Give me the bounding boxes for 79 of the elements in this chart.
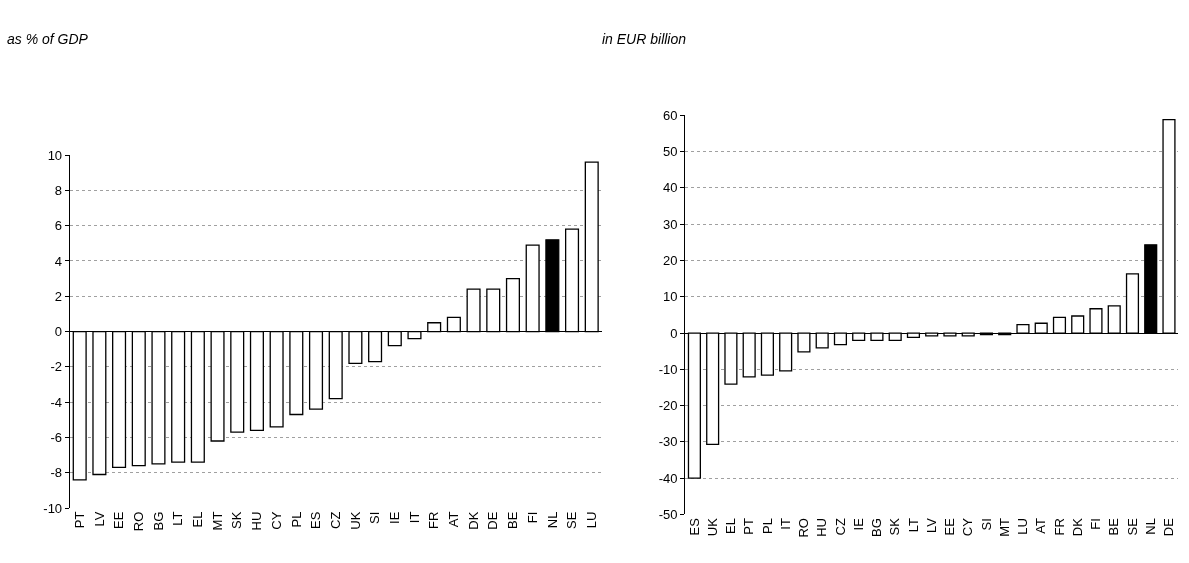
x-tick-label: SK — [229, 511, 245, 529]
x-tick-label: LU — [583, 511, 599, 529]
x-tick-label: BG — [150, 511, 166, 531]
y-tick-label: 60 — [663, 107, 678, 123]
x-tick-label: LU — [1015, 518, 1031, 535]
x-tick-label: PT — [71, 511, 87, 529]
y-tick-label: -40 — [658, 470, 678, 486]
x-tick-label: ES — [686, 517, 702, 536]
x-tick-label: EL — [190, 511, 206, 528]
x-tick-label: IT — [406, 511, 422, 524]
y-tick-label: 30 — [663, 216, 678, 232]
x-tick-label: FI — [524, 511, 540, 524]
y-tick-label: -50 — [658, 507, 678, 523]
x-tick-label: LT — [170, 511, 186, 526]
chart-title: in EUR billion — [602, 31, 687, 47]
y-tick-label: 20 — [663, 253, 678, 269]
y-tick-label: 40 — [663, 180, 678, 196]
y-tick-label: -4 — [50, 394, 63, 410]
x-tick-label: CZ — [832, 518, 848, 536]
y-tick-label: -30 — [658, 434, 678, 450]
x-tick-label: SE — [564, 511, 580, 529]
y-tick-label: 50 — [663, 144, 678, 160]
x-tick-label: BE — [1106, 517, 1122, 536]
y-tick-label: 0 — [670, 325, 678, 341]
x-tick-label: AT — [1033, 518, 1049, 534]
x-tick-label: IE — [387, 511, 403, 524]
x-tick-label: CZ — [327, 511, 343, 529]
x-tick-label: EE — [111, 511, 127, 529]
x-tick-label: DE — [1161, 517, 1177, 537]
x-tick-label: UK — [347, 511, 363, 530]
x-tick-label: FR — [426, 511, 442, 529]
x-tick-label: HU — [814, 518, 830, 537]
x-tick-label: LT — [905, 518, 921, 533]
x-tick-label: AT — [446, 511, 462, 528]
x-tick-label: PL — [759, 518, 775, 534]
y-tick-label: -6 — [50, 430, 63, 445]
x-tick-label: UK — [704, 517, 720, 537]
x-tick-label: EE — [942, 517, 958, 536]
x-tick-label: SE — [1124, 517, 1140, 536]
x-tick-label: HU — [249, 511, 265, 531]
y-tick-label: 8 — [54, 182, 63, 198]
x-tick-label: NL — [1142, 518, 1158, 535]
x-tick-label: SI — [367, 511, 383, 524]
x-tick-label: MT — [996, 518, 1012, 537]
x-tick-label: SI — [978, 518, 994, 531]
y-tick-label: 10 — [47, 147, 63, 163]
x-tick-label: LV — [91, 511, 107, 527]
x-tick-label: IE — [850, 517, 866, 531]
x-tick-label: IT — [777, 518, 793, 530]
x-tick-label: LV — [923, 517, 939, 534]
x-tick-label: MT — [209, 511, 225, 531]
x-tick-label: RO — [796, 518, 812, 538]
x-tick-label: BG — [869, 518, 885, 537]
x-tick-label: DK — [465, 511, 481, 530]
x-tick-label: BE — [505, 511, 521, 529]
y-tick-label: 10 — [663, 289, 678, 305]
y-tick-label: 6 — [54, 218, 63, 234]
x-tick-label: NL — [544, 511, 560, 529]
y-tick-label: 4 — [54, 253, 63, 269]
y-tick-label: -2 — [50, 359, 63, 375]
y-tick-label: -8 — [50, 465, 63, 481]
x-tick-label: EL — [723, 518, 739, 534]
y-tick-label: -10 — [658, 361, 678, 377]
y-tick-label: -20 — [658, 398, 678, 414]
x-tick-label: FR — [1051, 518, 1067, 536]
y-tick-label: 2 — [54, 288, 63, 304]
chart-title: as % of GDP — [7, 31, 89, 47]
x-tick-label: PT — [741, 518, 757, 535]
x-tick-label: RO — [131, 511, 146, 532]
y-tick-label: 0 — [54, 324, 63, 340]
y-tick-label: -10 — [43, 500, 63, 516]
x-tick-label: ES — [308, 511, 324, 529]
x-tick-label: DE — [485, 511, 501, 530]
x-tick-label: FI — [1088, 518, 1104, 530]
x-tick-label: DK — [1069, 517, 1085, 537]
x-tick-label: PL — [288, 511, 304, 528]
x-tick-label: CY — [268, 511, 284, 530]
x-tick-label: CY — [960, 517, 976, 537]
x-tick-label: SK — [887, 517, 903, 536]
